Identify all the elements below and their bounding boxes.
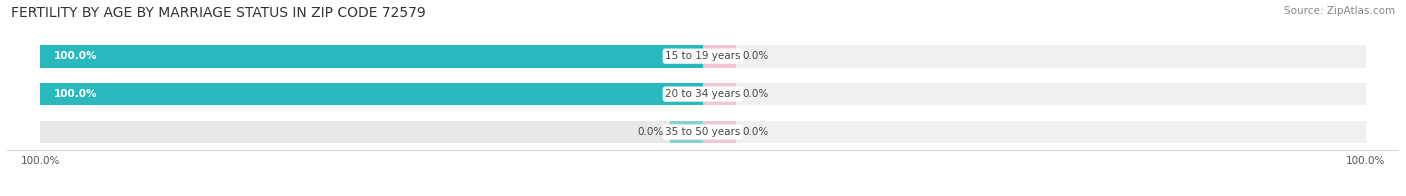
Bar xyxy=(41,45,703,68)
Text: 0.0%: 0.0% xyxy=(742,51,769,61)
Text: 35 to 50 years: 35 to 50 years xyxy=(665,127,741,137)
Text: FERTILITY BY AGE BY MARRIAGE STATUS IN ZIP CODE 72579: FERTILITY BY AGE BY MARRIAGE STATUS IN Z… xyxy=(11,6,426,20)
Bar xyxy=(669,121,703,143)
Text: 15 to 19 years: 15 to 19 years xyxy=(665,51,741,61)
Text: 100.0%: 100.0% xyxy=(53,89,97,99)
Text: 0.0%: 0.0% xyxy=(742,89,769,99)
Text: 0.0%: 0.0% xyxy=(742,127,769,137)
Bar xyxy=(703,45,737,68)
Text: 0.0%: 0.0% xyxy=(637,127,664,137)
Text: Source: ZipAtlas.com: Source: ZipAtlas.com xyxy=(1284,6,1395,16)
Bar xyxy=(703,83,1365,105)
Text: 20 to 34 years: 20 to 34 years xyxy=(665,89,741,99)
Bar xyxy=(41,83,703,105)
Bar xyxy=(703,121,737,143)
Bar xyxy=(41,121,703,143)
Bar xyxy=(41,45,703,68)
Bar xyxy=(41,83,703,105)
Bar xyxy=(703,83,737,105)
Bar xyxy=(703,45,1365,68)
Text: 100.0%: 100.0% xyxy=(53,51,97,61)
Bar xyxy=(703,121,1365,143)
